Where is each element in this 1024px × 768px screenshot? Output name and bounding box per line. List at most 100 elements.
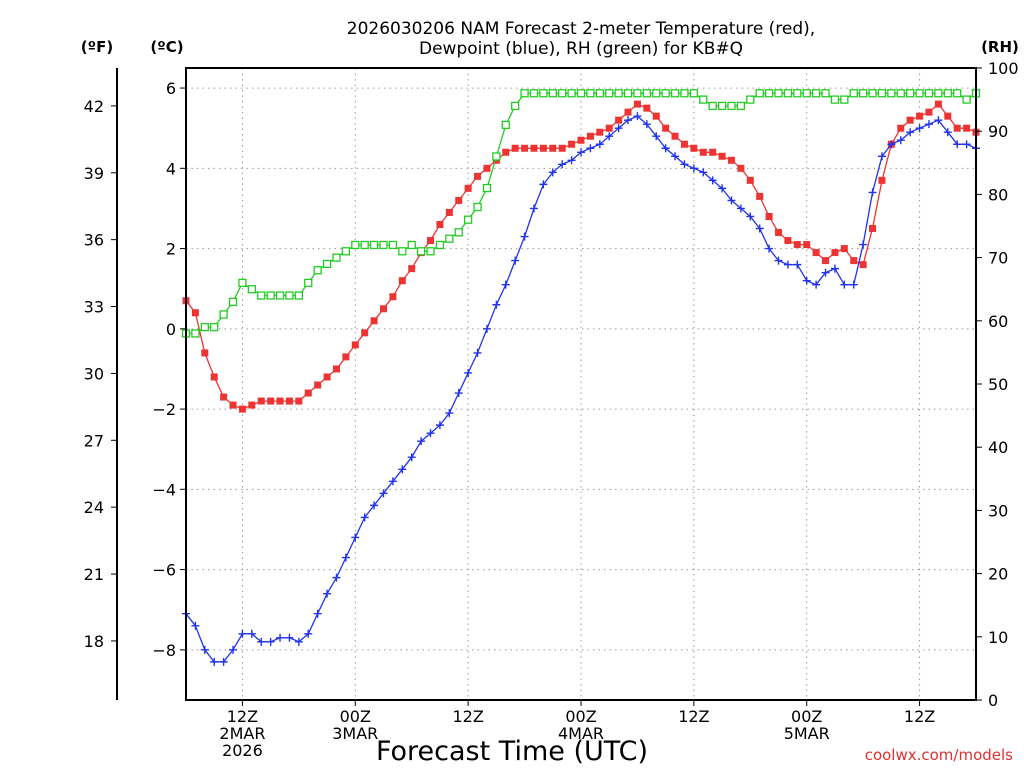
dewpoint-point [718,184,727,193]
dewpoint-point [426,429,435,438]
rh-point [454,228,463,237]
chart-title-line-1: 2026030206 NAM Forecast 2-meter Temperat… [347,19,815,39]
rh-point [351,240,360,250]
c-tick-label: −6 [152,561,176,580]
dewpoint-point [849,280,858,289]
temperature-point [916,112,924,120]
f-tick-label: 33 [84,298,104,317]
temperature-point [934,100,942,108]
x-tick-label: 4MAR [558,724,604,743]
dewpoint-point [595,140,604,149]
temperature-point [380,305,387,313]
temperature-point [455,196,463,204]
rh-point [755,89,764,98]
temperature-point [859,261,867,269]
rh-point [623,89,633,98]
dewpoint-point [501,280,510,289]
rh-point [736,101,746,111]
dewpoint-point [962,140,971,149]
temperature-point [746,176,754,184]
temperature-point [737,164,745,172]
dewpoint-point [671,152,680,161]
temperature-point [765,212,773,220]
rh-point [717,101,727,111]
rh-point [379,240,388,250]
rh-point [529,89,539,98]
dewpoint-point [548,168,557,177]
temperature-point [558,144,566,152]
dewpoint-point [257,637,266,646]
dewpoint-point [746,212,755,221]
temperature-point [238,405,246,413]
rh-point [238,278,247,288]
dewpoint-point [652,132,661,141]
dewpoint-point [558,160,567,169]
dewpoint-point [736,204,745,213]
temperature-point [323,373,331,381]
temperature-point [257,397,265,405]
rh-tick-label: 60 [988,312,1008,331]
dewpoint-point [699,168,708,177]
dewpoint-point [360,513,369,522]
temperature-point [483,164,491,172]
dewpoint-point [417,437,426,446]
c-tick-label: 4 [166,159,176,178]
temperature-point [662,124,670,132]
dewpoint-point [840,280,849,289]
rh-point [473,202,482,212]
rh-point [285,291,294,300]
rh-point [793,89,802,98]
dewpoint-point [567,156,576,165]
dewpoint-point [341,553,350,562]
dewpoint-point [605,132,614,141]
dewpoint-point [454,389,463,398]
rh-point [896,89,905,98]
f-tick-label: 30 [84,364,104,383]
dewpoint-point [332,573,341,582]
c-tick-label: 2 [166,240,176,259]
dewpoint-point [859,240,868,249]
temperature-point [201,349,209,357]
rh-point [595,89,604,98]
rh-point [548,89,557,98]
temperature-point [699,148,707,156]
temperature-point [530,144,538,152]
dewpoint-point [238,629,247,638]
temperature-point [389,293,397,301]
temperature-point [276,397,284,405]
rh-point [962,95,971,104]
temperature-point [267,397,275,405]
dewpoint-point [943,128,952,137]
c-tick-label: −8 [152,641,176,660]
temperature-point [784,237,792,245]
rh-tick-label: 30 [988,501,1008,520]
temperature-point [718,152,726,160]
rh-point [802,89,811,98]
dewpoint-point [370,501,379,510]
temperature-point [539,144,547,152]
x-tick-label: 5MAR [784,724,830,743]
rh-point [426,247,435,256]
dewpoint-point [953,140,962,149]
rh-point [953,89,962,98]
temperature-point [464,184,472,192]
rh-point [858,89,868,98]
dewpoint-point [689,164,698,173]
temperature-point [643,104,651,112]
dewpoint-point [539,180,548,189]
rh-axis-unit: (RH) [981,38,1019,56]
rh-point [539,89,548,98]
temperature-point [436,220,444,228]
dewpoint-point [323,589,332,598]
dewpoint-point [633,112,642,121]
temperature-point [680,140,688,148]
rh-point [191,329,200,338]
dewpoint-point [304,629,313,638]
rh-tick-label: 0 [988,691,998,710]
rh-tick-label: 90 [988,122,1008,141]
rh-point [906,89,915,98]
dewpoint-point [614,124,623,133]
rh-point [746,95,755,104]
f-tick-label: 39 [84,164,104,183]
dewpoint-point [266,637,275,646]
